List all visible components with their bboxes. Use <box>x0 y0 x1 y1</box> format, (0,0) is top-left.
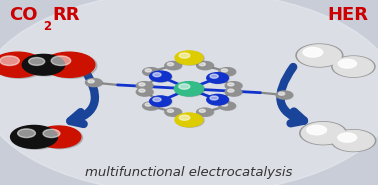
Circle shape <box>24 55 66 76</box>
Circle shape <box>199 109 205 112</box>
Circle shape <box>137 88 153 96</box>
Circle shape <box>228 89 234 92</box>
Circle shape <box>0 56 19 65</box>
Circle shape <box>338 59 356 68</box>
Circle shape <box>153 97 161 102</box>
Circle shape <box>207 94 228 105</box>
Circle shape <box>179 115 190 120</box>
Circle shape <box>176 51 204 65</box>
Circle shape <box>207 73 228 83</box>
Circle shape <box>300 122 347 145</box>
Circle shape <box>220 68 236 76</box>
Circle shape <box>197 108 213 116</box>
Circle shape <box>167 109 174 112</box>
Circle shape <box>220 102 236 110</box>
FancyArrowPatch shape <box>280 67 304 123</box>
Circle shape <box>85 79 102 87</box>
Circle shape <box>210 74 218 78</box>
Text: HER: HER <box>328 6 369 23</box>
Circle shape <box>166 62 182 70</box>
Circle shape <box>296 44 343 67</box>
Circle shape <box>301 122 345 144</box>
Circle shape <box>11 125 57 148</box>
Circle shape <box>0 53 45 78</box>
Circle shape <box>226 82 242 90</box>
Circle shape <box>307 125 327 135</box>
Circle shape <box>137 82 153 90</box>
Circle shape <box>36 126 81 148</box>
FancyArrowPatch shape <box>70 67 95 124</box>
Circle shape <box>136 88 153 96</box>
Circle shape <box>331 130 376 152</box>
Circle shape <box>22 54 65 75</box>
Circle shape <box>276 91 293 99</box>
Circle shape <box>150 71 171 82</box>
Circle shape <box>222 69 228 72</box>
Circle shape <box>219 68 235 76</box>
Circle shape <box>197 62 214 70</box>
Circle shape <box>179 53 190 58</box>
Circle shape <box>153 73 161 77</box>
Circle shape <box>45 53 97 78</box>
Circle shape <box>176 114 204 127</box>
Text: multifunctional electrocatalysis: multifunctional electrocatalysis <box>85 166 293 179</box>
Text: RR: RR <box>52 6 80 23</box>
Circle shape <box>174 82 204 96</box>
Circle shape <box>143 68 160 76</box>
Circle shape <box>175 113 203 127</box>
Circle shape <box>150 72 172 82</box>
Circle shape <box>139 83 145 86</box>
Circle shape <box>143 102 159 110</box>
Circle shape <box>43 129 60 138</box>
Circle shape <box>12 126 59 149</box>
Circle shape <box>208 95 229 105</box>
Circle shape <box>38 127 83 149</box>
Circle shape <box>166 108 182 117</box>
Circle shape <box>51 56 71 65</box>
Text: CO: CO <box>9 6 38 23</box>
Circle shape <box>210 96 218 100</box>
Circle shape <box>228 83 234 86</box>
Circle shape <box>332 56 375 77</box>
Circle shape <box>165 108 181 116</box>
Circle shape <box>219 102 235 110</box>
Circle shape <box>139 89 145 92</box>
Text: 2: 2 <box>43 20 51 33</box>
Circle shape <box>167 63 174 66</box>
Circle shape <box>197 108 214 117</box>
Circle shape <box>0 52 43 77</box>
Circle shape <box>175 82 205 97</box>
Circle shape <box>303 48 323 57</box>
Circle shape <box>179 84 190 89</box>
Circle shape <box>143 68 159 76</box>
Circle shape <box>150 96 171 107</box>
Circle shape <box>208 73 229 84</box>
Circle shape <box>338 133 356 142</box>
Circle shape <box>88 80 94 83</box>
Circle shape <box>333 57 373 76</box>
Circle shape <box>277 91 293 99</box>
Circle shape <box>225 82 242 90</box>
Circle shape <box>199 63 205 66</box>
Circle shape <box>29 58 45 65</box>
Circle shape <box>222 103 228 106</box>
Circle shape <box>165 61 181 70</box>
Circle shape <box>333 130 374 151</box>
Circle shape <box>297 45 341 66</box>
Circle shape <box>175 51 203 65</box>
Circle shape <box>145 103 152 106</box>
Circle shape <box>279 92 285 95</box>
Circle shape <box>86 79 103 87</box>
Circle shape <box>225 88 242 96</box>
Circle shape <box>226 88 242 96</box>
Circle shape <box>150 96 172 107</box>
Circle shape <box>43 52 95 77</box>
Circle shape <box>197 61 213 70</box>
Circle shape <box>18 129 36 138</box>
Circle shape <box>145 69 152 72</box>
Circle shape <box>136 82 153 90</box>
Circle shape <box>143 102 160 110</box>
